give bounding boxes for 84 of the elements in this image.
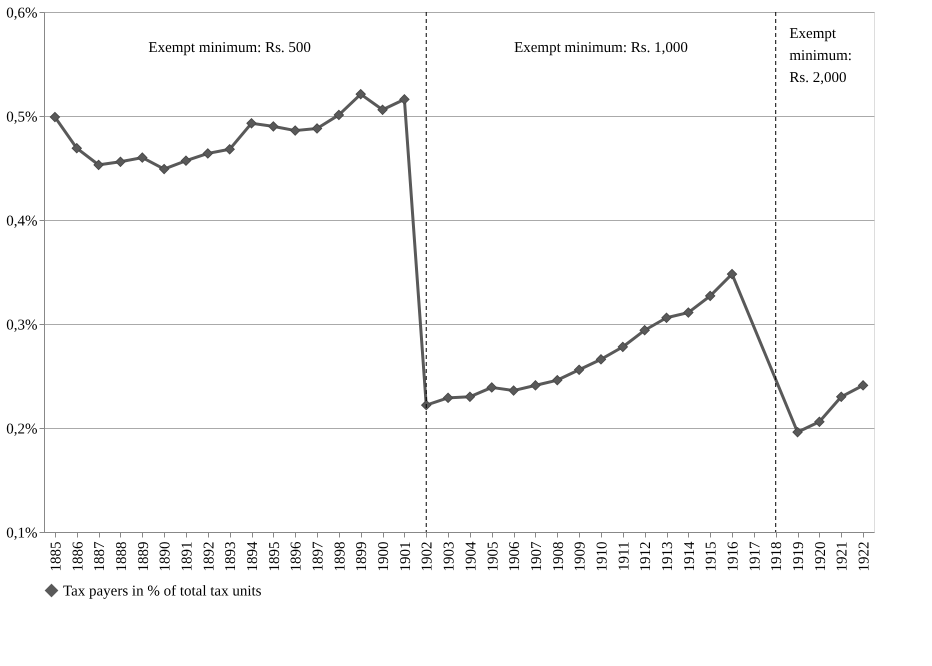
x-tick-label: 1890 xyxy=(158,542,174,572)
x-tick-label: 1885 xyxy=(48,542,64,572)
y-tick-label: 0,5% xyxy=(6,110,38,126)
x-tick-label: 1897 xyxy=(310,541,327,572)
x-tick-label: 1899 xyxy=(354,542,370,572)
x-tick-label: 1909 xyxy=(572,542,589,572)
x-tick-label: 1915 xyxy=(704,542,720,572)
point xyxy=(356,89,366,100)
y-tick-label: 0,2% xyxy=(6,422,38,438)
x-tick-label: 1910 xyxy=(594,542,610,572)
x-tick-label: 1914 xyxy=(682,541,698,572)
point xyxy=(596,354,606,365)
annotation: Exempt minimum: Rs. 2,000 xyxy=(789,26,852,86)
x-tick-label: 1911 xyxy=(616,542,632,571)
point xyxy=(530,380,541,391)
point xyxy=(312,123,322,134)
point xyxy=(464,392,476,402)
x-tick-label: 1920 xyxy=(812,542,829,572)
x-tick-label: 1892 xyxy=(201,542,218,572)
x-tick-label: 1921 xyxy=(834,542,851,572)
point xyxy=(334,110,344,120)
point xyxy=(246,118,257,128)
x-tick-label: 1908 xyxy=(550,542,567,572)
point xyxy=(574,364,584,375)
x-tick-label: 1888 xyxy=(114,542,130,572)
y-tick-label: 0,4% xyxy=(6,214,38,230)
x-tick-label: 1903 xyxy=(442,542,458,572)
point xyxy=(640,325,650,336)
point xyxy=(202,148,213,159)
x-tick-label: 1891 xyxy=(179,542,196,572)
point xyxy=(661,312,672,323)
x-tick-label: 1913 xyxy=(660,542,676,572)
point xyxy=(224,144,235,154)
point xyxy=(72,143,82,154)
point xyxy=(158,164,170,174)
annotation: Exempt minimum: Rs. 500 xyxy=(148,40,311,56)
point xyxy=(268,121,278,132)
x-tick-label: 1886 xyxy=(70,541,86,572)
legend-label: Tax payers in % of total tax units xyxy=(63,584,262,600)
point xyxy=(858,380,868,391)
point xyxy=(377,104,388,115)
point xyxy=(705,290,716,302)
annotation: Exempt minimum: Rs. 1,000 xyxy=(514,40,688,56)
point xyxy=(115,156,126,167)
point xyxy=(508,385,519,396)
x-tick-label: 1919 xyxy=(791,542,808,572)
point xyxy=(552,375,562,386)
x-tick-label: 1917 xyxy=(747,541,764,572)
point xyxy=(180,156,192,166)
point xyxy=(792,427,803,438)
x-tick-label: 1907 xyxy=(528,541,545,572)
x-tick-label: 1912 xyxy=(638,542,654,572)
point xyxy=(726,268,738,280)
x-tick-label: 1904 xyxy=(463,541,480,572)
x-tick-label: 1895 xyxy=(266,542,283,572)
x-tick-label: 1893 xyxy=(223,542,240,572)
x-tick-label: 1901 xyxy=(398,542,414,572)
x-tick-label: 1905 xyxy=(485,542,502,572)
x-tick-label: 1896 xyxy=(288,541,305,572)
point xyxy=(93,160,104,170)
x-tick-label: 1894 xyxy=(245,541,261,572)
x-tick-label: 1900 xyxy=(376,542,392,572)
x-tick-label: 1916 xyxy=(726,541,742,572)
x-tick-label: 1889 xyxy=(136,542,152,572)
point xyxy=(421,400,432,410)
point xyxy=(836,392,846,402)
point xyxy=(618,342,628,352)
point xyxy=(399,94,410,105)
point xyxy=(486,382,497,393)
point xyxy=(290,125,300,136)
x-tick-label: 1898 xyxy=(332,542,348,572)
point xyxy=(683,307,694,318)
x-tick-label: 1918 xyxy=(769,542,786,572)
x-tick-label: 1922 xyxy=(856,542,873,572)
point xyxy=(442,392,454,403)
point xyxy=(814,416,825,427)
x-tick-label: 1906 xyxy=(507,541,524,572)
point xyxy=(137,152,148,163)
y-tick-label: 0,3% xyxy=(6,318,38,334)
y-tick-label: 0,1% xyxy=(6,526,38,542)
x-tick-label: 1887 xyxy=(92,541,108,572)
point xyxy=(50,112,60,122)
x-tick-label: 1902 xyxy=(420,542,436,572)
y-tick-label: 0,6% xyxy=(6,6,38,22)
